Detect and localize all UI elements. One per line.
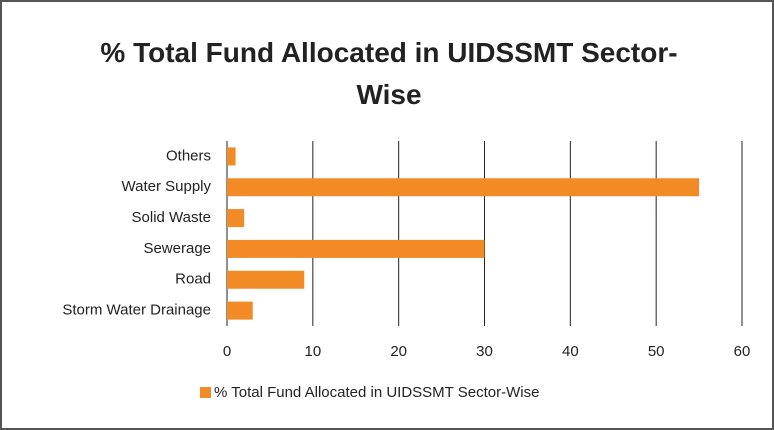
x-tick-label: 60	[734, 343, 751, 360]
bar	[227, 301, 253, 320]
bar	[227, 147, 236, 166]
legend-label: % Total Fund Allocated in UIDSSMT Sector…	[214, 384, 539, 401]
bar	[227, 239, 485, 258]
chart-title: % Total Fund Allocated in UIDSSMT Sector…	[100, 37, 678, 110]
y-tick-label: Road	[175, 271, 211, 288]
y-tick-label: Water Supply	[122, 178, 212, 195]
y-tick-label: Others	[166, 147, 211, 164]
x-tick-label: 30	[476, 343, 493, 360]
x-tick-label: 50	[648, 343, 665, 360]
bar	[227, 209, 245, 228]
y-tick-label: Solid Waste	[132, 209, 211, 226]
x-tick-label: 20	[390, 343, 407, 360]
x-tick-label: 0	[223, 343, 231, 360]
y-tick-label: Sewerage	[143, 240, 211, 257]
x-tick-label: 40	[562, 343, 579, 360]
legend-swatch	[200, 387, 211, 398]
y-tick-label: Storm Water Drainage	[62, 302, 211, 319]
bar	[227, 270, 305, 289]
x-tick-label: 10	[304, 343, 321, 360]
bar	[227, 178, 700, 197]
